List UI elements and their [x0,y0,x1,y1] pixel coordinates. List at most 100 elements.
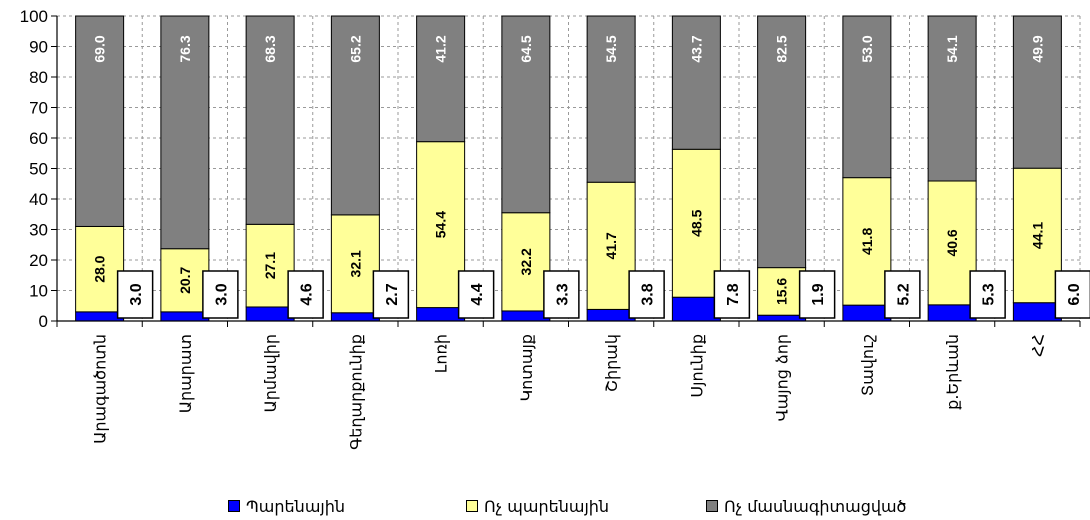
data-label-non-food: 28.0 [92,255,108,282]
data-label-box [713,270,751,319]
bar-segment-non-food [245,223,295,308]
bar-segment-non-specialized [927,15,977,182]
data-label-box [372,270,410,319]
bar-segment-food [1012,302,1062,322]
x-category-label: Արարատ [176,334,195,413]
data-label-non-food: 32.2 [518,248,534,275]
bar-segment-non-food [671,148,721,298]
legend-swatch-non-food [466,500,478,512]
data-label-non-food: 32.1 [347,250,363,277]
x-category-label: Գեղարքունիք [346,334,365,450]
data-label-box [457,270,495,319]
bar-segment-food [245,306,295,322]
y-tick-label: 30 [29,221,48,240]
data-label-food: 2.7 [384,283,401,305]
data-label-non-specialized: 69.0 [92,35,108,62]
data-label-food: 3.0 [128,283,145,305]
data-label-food: 3.3 [554,283,571,305]
bar-segment-non-food [501,212,551,312]
legend-item-non-food: Ոչ պարենային [466,494,609,518]
data-label-box [628,270,665,319]
data-label-box [287,270,324,319]
data-label-non-food: 44.1 [1029,222,1045,249]
bar-segment-non-food [757,267,807,316]
bar-segment-non-specialized [416,15,466,143]
data-label-non-specialized: 68.3 [262,35,278,62]
bar-segment-food [160,311,210,322]
data-label-box [116,270,154,319]
y-tick-label: 0 [39,312,48,331]
bar-segment-food [330,312,380,322]
data-label-non-specialized: 76.3 [177,35,193,62]
data-label-non-specialized: 53.0 [859,35,875,62]
y-tick-label: 10 [29,282,48,301]
y-tick-label: 20 [29,251,48,270]
bar-segment-non-specialized [757,15,807,269]
legend-item-non-specialized: Ոչ մասնագիտացված [706,494,907,518]
y-tick-label: 60 [29,129,48,148]
legend: Պարենային Ոչ պարենային Ոչ մասնագիտացված [0,494,1090,518]
data-label-food: 4.4 [469,283,486,305]
y-tick-label: 50 [29,160,48,179]
y-tick-label: 70 [29,99,48,118]
bar-segment-non-specialized [501,15,551,214]
bar-segment-non-specialized [671,15,721,150]
data-label-non-specialized: 65.2 [347,35,363,62]
data-label-non-food: 48.5 [688,209,704,236]
data-label-non-food: 54.4 [433,211,449,238]
bar-segment-non-food [1012,167,1062,304]
x-category-label: Արմավիր [261,334,280,413]
bar-segment-non-food [75,225,125,313]
x-category-label: Տավուշ [858,334,877,396]
data-label-food: 5.2 [895,283,912,305]
bar-segment-non-specialized [842,15,892,179]
bar-segment-non-specialized [586,15,636,183]
data-label-box [884,270,921,319]
data-label-non-food: 41.7 [603,232,619,259]
x-category-label: Վայոց ձոր [773,334,792,421]
data-label-box [1054,270,1090,319]
data-label-non-food: 41.8 [859,228,875,255]
data-label-non-specialized: 82.5 [774,35,790,62]
x-category-label: Սյունիք [687,334,706,398]
bar-segment-food [757,314,807,322]
y-tick-label: 100 [20,7,48,26]
bar-segment-food [75,311,125,322]
legend-label-food: Պարենային [246,496,346,516]
data-label-non-specialized: 64.5 [518,35,534,62]
y-tick-label: 40 [29,190,48,209]
bar-segment-non-food [586,181,636,310]
data-label-food: 3.0 [213,283,230,305]
data-label-non-specialized: 49.9 [1029,35,1045,62]
data-label-food: 3.8 [640,283,657,305]
data-label-non-food: 20.7 [177,266,193,293]
bar-segment-non-food [927,180,977,306]
bars [75,15,1062,322]
data-label-box [543,270,580,319]
bar-segment-non-food [416,141,466,309]
data-label-non-specialized: 43.7 [688,35,704,62]
x-category-label: Շիրակ [602,334,621,392]
legend-swatch-non-specialized [706,500,718,512]
x-category-label: ք.Երևան [943,334,962,410]
data-label-food: 4.6 [299,283,316,305]
data-label-food: 7.8 [725,283,742,305]
y-tick-label: 90 [29,38,48,57]
data-label-non-specialized: 41.2 [433,35,449,62]
legend-label-non-specialized: Ոչ մասնագիտացված [724,496,907,516]
x-category-label: Լոռի [432,334,451,373]
data-label-food: 5.3 [981,283,998,305]
data-label-non-food: 27.1 [262,252,278,279]
legend-item-food: Պարենային [228,494,345,518]
legend-swatch-food [228,500,240,512]
bar-segment-food [671,296,721,322]
axes: 0 10 20 30 40 50 60 70 80 90 100 Արագածոտն Արարատ Արմ… [20,7,1081,450]
bar-segment-non-specialized [245,15,295,225]
data-label-box [969,270,1006,319]
bar-segment-food [842,304,892,322]
x-category-label: ՀՀ [1028,334,1047,357]
data-labels: 69.0 28.0 3.0 76.3 20.7 3.0 68.3 27.1 4.6 65.2 32.… [92,35,1090,319]
x-category-label: Կոտայք [517,334,536,402]
bar-segment-non-specialized [75,15,125,227]
